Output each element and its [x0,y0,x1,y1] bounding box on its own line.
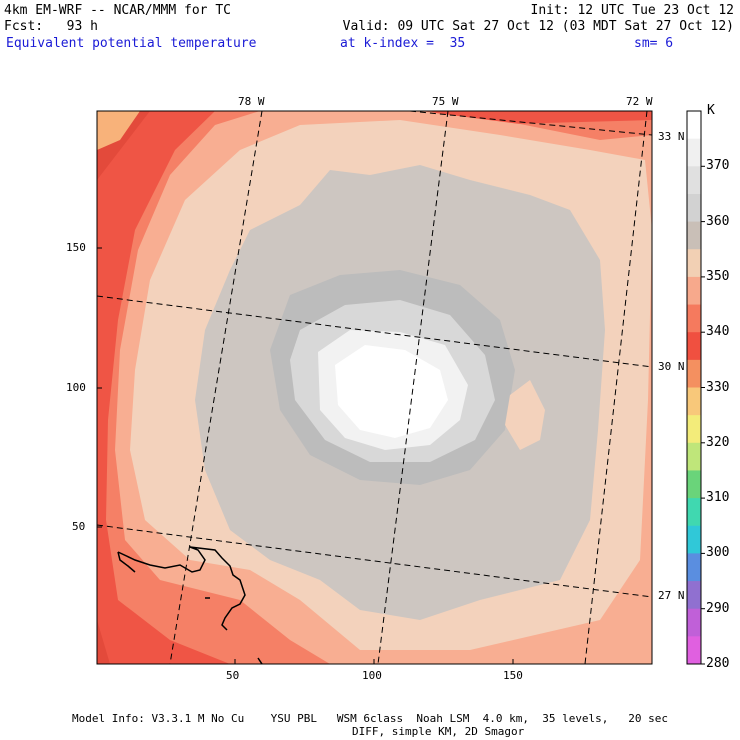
colorbar-swatch [687,608,701,637]
colorbar-tick-label: 340 [706,324,730,340]
colorbar-swatch [687,304,701,333]
colorbar-tick-label: 330 [706,379,730,395]
colorbar-tick-label: 290 [706,600,730,616]
colorbar-unit: K [707,103,715,118]
colorbar-tick-label: 360 [706,213,730,229]
y-tick-label: 150 [66,241,86,254]
colorbar-swatch [687,193,701,223]
colorbar-swatch [687,636,701,665]
colorbar-tick-label: 300 [706,545,730,561]
lat-label: 33 N [658,130,685,143]
y-tick-label: 100 [66,381,86,394]
colorbar-swatch [687,359,701,388]
x-tick-label: 50 [226,669,240,682]
valid-time: Valid: 09 UTC Sat 27 Oct 12 (03 MDT Sat … [342,19,734,34]
latlon-grid [97,111,652,664]
colorbar-swatch [687,442,701,471]
colorbar-swatch [687,387,701,416]
model-info: Model Info: V3.3.1 M No Cu YSU PBL WSM 6… [72,712,669,725]
field-patch-330 [97,111,140,150]
smoothing-info: sm= 6 [634,36,674,51]
colorbar-tick-label: 310 [706,490,730,506]
lon-label: 72 W [626,95,653,108]
colorbar-swatch [687,138,701,167]
colorbar-swatch [687,249,701,278]
colorbar-tick-label: 370 [706,158,730,174]
x-ticks [97,247,514,664]
coastline [117,546,263,664]
lat-label: 30 N [658,360,685,373]
colorbar [686,110,705,665]
colorbar-swatch [687,111,701,140]
lat-label: 27 N [658,589,685,602]
model-diffusion: DIFF, simple KM, 2D Smagor [352,725,525,738]
x-tick-label: 150 [503,669,523,682]
colorbar-swatch [687,553,701,582]
colorbar-swatch [687,498,701,527]
model-title: 4km EM-WRF -- NCAR/MMM for TC [4,3,231,18]
colorbar-swatch [687,525,701,554]
forecast-hour: Fcst: 93 h [4,19,98,34]
colorbar-swatch [687,581,701,610]
theta-e-field [97,111,652,664]
colorbar-swatch [687,470,701,499]
field-patch-355 [505,380,545,450]
colorbar-tick-label: 280 [706,656,730,671]
colorbar-swatch [687,332,701,361]
field-name: Equivalent potential temperature [6,36,257,51]
colorbar-tick-label: 350 [706,268,730,284]
colorbar-tick-label: 320 [706,434,730,450]
init-time: Init: 12 UTC Tue 23 Oct 12 [530,3,735,18]
lon-label: 75 W [432,95,459,108]
colorbar-swatch [687,276,701,306]
level-info: at k-index = 35 [340,36,466,51]
colorbar-swatch [687,166,701,195]
colorbar-swatch [687,221,701,250]
x-tick-label: 100 [362,669,382,682]
colorbar-swatch [687,415,701,444]
field-band-375 [335,345,448,438]
lon-label: 78 W [238,95,265,108]
y-tick-label: 50 [72,520,86,533]
